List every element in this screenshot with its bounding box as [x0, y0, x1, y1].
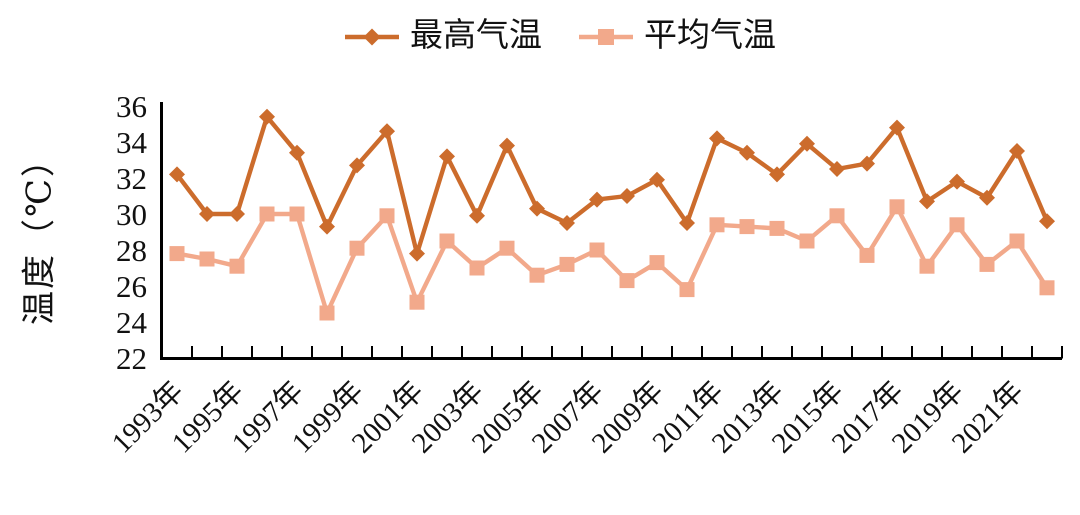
legend-label-max-temp: 最高气温: [410, 18, 542, 54]
point-max-temp-1993: [169, 166, 185, 183]
point-max-temp-2005: [529, 200, 545, 217]
point-max-temp-1999: [349, 157, 365, 174]
point-max-temp-2018: [919, 193, 935, 210]
point-max-temp-2002: [439, 148, 455, 165]
point-avg-temp-2007: [589, 242, 605, 258]
y-tick-label: 26: [116, 269, 147, 304]
point-avg-temp-2022: [1039, 280, 1055, 296]
point-avg-temp-1999: [349, 240, 365, 256]
chart-legend: 最高气温 平均气温: [40, 20, 1080, 53]
series-avg-temp: [169, 199, 1055, 321]
point-avg-temp-1995: [229, 258, 245, 274]
point-max-temp-2021: [1009, 143, 1025, 159]
point-max-temp-1994: [199, 206, 215, 222]
point-avg-temp-2013: [769, 220, 785, 236]
point-max-temp-2015: [829, 161, 845, 177]
point-max-temp-2011: [709, 130, 725, 147]
point-max-temp-2007: [589, 191, 605, 208]
point-avg-temp-2006: [559, 256, 575, 272]
point-max-temp-2003: [469, 207, 485, 224]
point-avg-temp-2010: [679, 282, 695, 298]
point-max-temp-2013: [769, 166, 785, 183]
y-tick-label: 24: [116, 305, 148, 340]
point-max-temp-1995: [229, 206, 245, 222]
point-max-temp-2008: [619, 188, 635, 204]
point-max-temp-2006: [559, 215, 575, 231]
point-avg-temp-2009: [649, 255, 665, 271]
point-avg-temp-2002: [439, 233, 455, 249]
point-avg-temp-1997: [289, 206, 305, 222]
point-avg-temp-1994: [199, 251, 215, 267]
series-avg-temp-line: [174, 204, 1050, 316]
point-max-temp-1997: [289, 144, 305, 161]
point-max-temp-2020: [979, 189, 995, 206]
series-max-temp-line: [174, 114, 1050, 256]
point-max-temp-2012: [739, 144, 755, 161]
point-avg-temp-2017: [889, 199, 905, 215]
point-avg-temp-2008: [619, 273, 635, 289]
point-max-temp-2016: [859, 155, 875, 172]
point-max-temp-1998: [319, 218, 335, 235]
point-max-temp-2004: [499, 137, 515, 154]
y-axis-title: 温度（℃）: [21, 140, 59, 326]
point-max-temp-2010: [679, 215, 695, 231]
point-avg-temp-1998: [319, 305, 335, 321]
point-avg-temp-2016: [859, 247, 875, 263]
point-max-temp-2022: [1039, 213, 1055, 230]
legend-line-square-icon: [579, 28, 633, 45]
point-max-temp-2000: [379, 123, 395, 140]
point-avg-temp-2012: [739, 219, 755, 235]
point-avg-temp-2015: [829, 208, 845, 224]
point-max-temp-2001: [409, 245, 425, 262]
y-tick-label: 34: [116, 125, 148, 160]
point-avg-temp-2005: [529, 267, 545, 283]
point-avg-temp-2003: [469, 260, 485, 276]
point-max-temp-2019: [949, 173, 965, 190]
y-tick-label: 32: [116, 161, 147, 196]
y-tick-label: 22: [116, 341, 147, 376]
point-avg-temp-2014: [799, 233, 815, 249]
series-max-temp: [169, 108, 1055, 262]
y-tick-label: 28: [116, 233, 147, 268]
legend-item-max-temp: 最高气温: [344, 20, 542, 53]
legend-item-avg-temp: 平均气温: [578, 20, 776, 53]
y-tick-label: 30: [116, 197, 147, 232]
legend-line-diamond-icon: [345, 28, 399, 45]
point-max-temp-2014: [799, 135, 815, 152]
point-avg-temp-2021: [1009, 233, 1025, 249]
point-avg-temp-2004: [499, 240, 515, 256]
point-avg-temp-2020: [979, 256, 995, 272]
point-avg-temp-1993: [169, 246, 185, 262]
point-avg-temp-2011: [709, 217, 725, 233]
y-tick-label: 36: [116, 89, 147, 124]
point-avg-temp-1996: [259, 206, 275, 222]
legend-label-avg-temp: 平均气温: [644, 18, 776, 54]
point-avg-temp-2000: [379, 208, 395, 224]
point-max-temp-2009: [649, 171, 665, 188]
point-avg-temp-2019: [949, 217, 965, 233]
point-avg-temp-2001: [409, 294, 425, 310]
point-max-temp-1996: [259, 108, 275, 125]
point-avg-temp-2018: [919, 258, 935, 274]
point-max-temp-2017: [889, 119, 905, 136]
